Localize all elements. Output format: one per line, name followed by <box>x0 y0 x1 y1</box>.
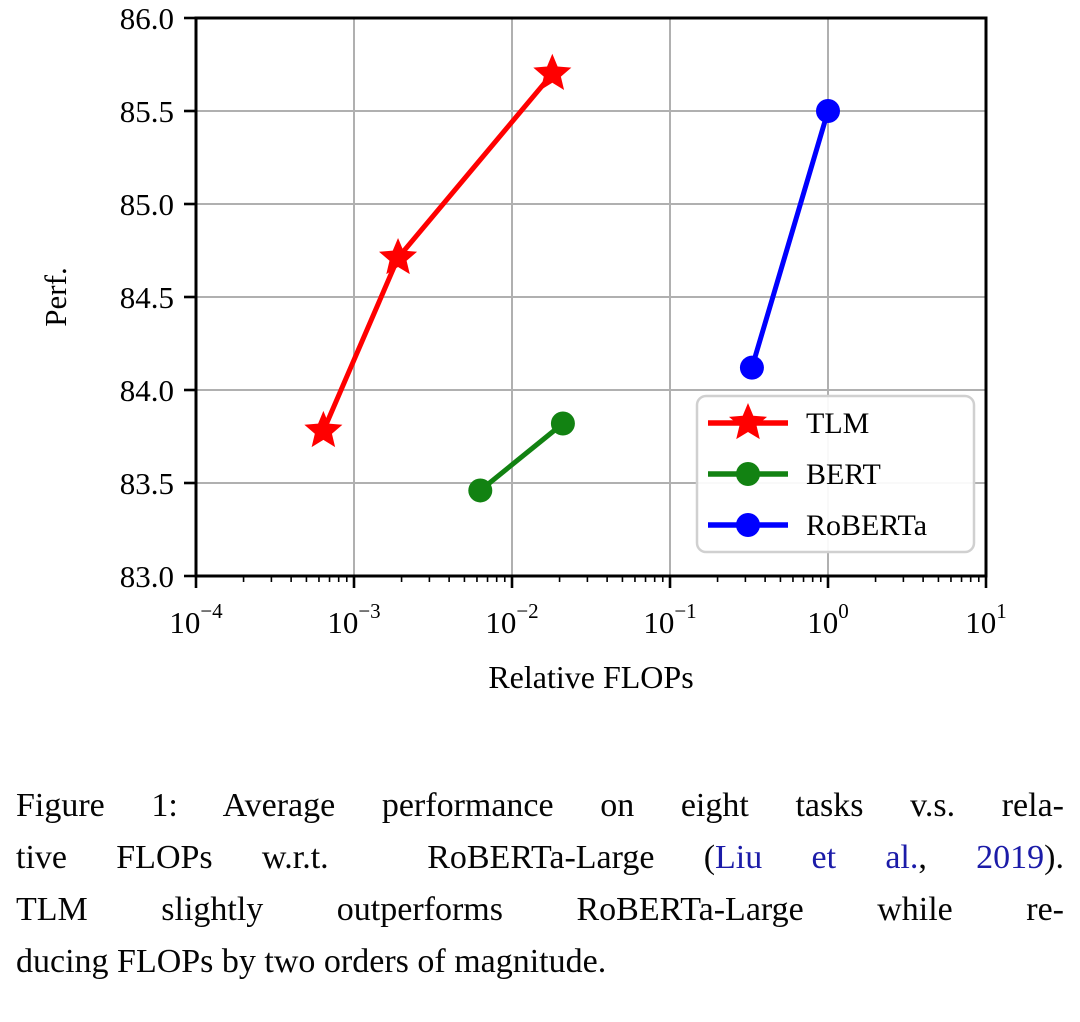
series-bert <box>468 411 575 503</box>
caption-text: tive FLOPs w.r.t. RoBERTa-Large ( <box>16 839 716 876</box>
circle-marker <box>739 355 764 380</box>
legend-entry-tlm: TLM <box>708 403 869 440</box>
y-tick-label: 83.0 <box>120 559 174 594</box>
caption-text: Figure 1: Average performance on eight t… <box>16 787 1064 824</box>
performance-chart: 10−4 10−3 10−2 10−1 100 101 83.0 83.5 84.0 84.5 85… <box>38 1 1007 695</box>
caption-line: Figure 1: Average performance on eight t… <box>16 780 1064 832</box>
circle-marker <box>736 462 760 486</box>
x-tick-label: 10−2 <box>485 599 538 640</box>
circle-marker <box>816 99 840 123</box>
figure-caption: Figure 1: Average performance on eight t… <box>16 780 1064 988</box>
y-axis-label: Perf. <box>38 267 73 326</box>
caption-text: , <box>918 839 977 876</box>
tick-labels: 10−4 10−3 10−2 10−1 100 101 83.0 83.5 84.0 84.5 85… <box>120 1 1007 640</box>
star-marker <box>304 410 343 448</box>
legend: TLM BERT RoBERTa <box>695 394 976 554</box>
legend-label: TLM <box>806 407 869 440</box>
y-tick-label: 86.0 <box>120 1 174 36</box>
x-tick-label: 10−1 <box>643 599 696 640</box>
x-tick-label: 101 <box>965 599 1007 640</box>
x-axis-label: Relative FLOPs <box>488 659 693 695</box>
y-tick-label: 83.5 <box>120 466 174 501</box>
caption-line: TLM slightly outperforms RoBERTa-Large w… <box>16 884 1064 936</box>
caption-line: ducing FLOPs by two orders of magnitude. <box>16 936 1064 988</box>
x-tick-label: 10−3 <box>327 599 380 640</box>
x-tick-label: 10−4 <box>169 599 223 640</box>
caption-text: ). <box>1044 839 1064 876</box>
series-roberta <box>739 99 840 380</box>
series-line <box>320 71 555 434</box>
caption-text: ducing FLOPs by two orders of magnitude. <box>16 943 607 980</box>
legend-entry-roberta: RoBERTa <box>708 509 927 542</box>
caption-line: tive FLOPs w.r.t. RoBERTa-Large (Liu et … <box>16 832 1064 884</box>
axis-ticks <box>184 16 988 588</box>
plot-border <box>194 16 988 578</box>
star-marker <box>379 237 418 275</box>
star-marker <box>728 403 768 440</box>
legend-label: BERT <box>806 458 881 491</box>
series-line <box>477 421 566 493</box>
circle-marker <box>550 411 575 436</box>
circle-marker <box>468 478 493 503</box>
y-tick-label: 84.5 <box>120 280 174 315</box>
y-tick-label: 85.0 <box>120 187 174 222</box>
y-tick-label: 85.5 <box>120 94 174 129</box>
x-tick-label: 100 <box>807 599 849 640</box>
citation-link[interactable]: Liu et al. <box>715 839 919 876</box>
series-tlm <box>304 53 572 448</box>
star-marker <box>533 53 572 90</box>
caption-text: TLM slightly outperforms RoBERTa-Large w… <box>16 891 1064 928</box>
legend-label: RoBERTa <box>806 509 927 542</box>
legend-box <box>695 394 976 554</box>
citation-link[interactable]: 2019 <box>976 839 1045 876</box>
circle-marker <box>736 513 760 537</box>
y-tick-label: 84.0 <box>120 373 174 408</box>
legend-entry-bert: BERT <box>708 458 881 491</box>
series-line <box>749 108 831 371</box>
